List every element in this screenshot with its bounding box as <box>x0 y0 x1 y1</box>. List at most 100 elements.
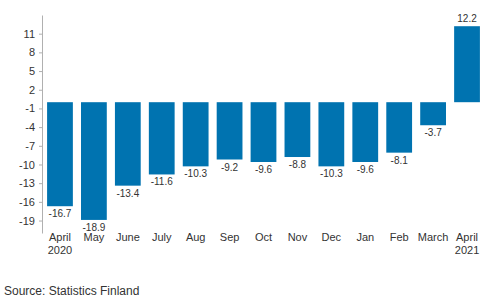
y-tick-label: 8 <box>29 46 35 58</box>
data-label: -9.2 <box>221 162 239 173</box>
y-tick-mark <box>39 202 42 203</box>
x-tick-label-line: April <box>456 231 478 243</box>
x-tick-label-line: Aug <box>186 231 206 243</box>
data-label: -10.3 <box>184 168 207 179</box>
bar <box>115 102 141 185</box>
x-tick: Nov <box>288 231 308 243</box>
y-tick-mark <box>39 127 42 128</box>
x-tick-label-line: Jan <box>356 231 374 243</box>
y-tick-mark <box>39 221 42 222</box>
data-label: -16.7 <box>49 208 72 219</box>
y-tick-label: -4 <box>25 121 35 133</box>
x-tick-label: Aug <box>186 231 206 243</box>
x-tick-label-line: Feb <box>390 231 409 243</box>
y-tick: 11 <box>24 28 42 40</box>
x-tick-label-line: Oct <box>255 231 272 243</box>
y-tick-mark <box>39 34 42 35</box>
x-tick-label: Feb <box>390 231 409 243</box>
bar <box>386 102 412 152</box>
y-tick-label: 2 <box>29 84 35 96</box>
y-tick-label: -19 <box>19 215 35 227</box>
x-tick-label: Sep <box>220 231 240 243</box>
data-label: -18.9 <box>82 222 105 233</box>
x-tick-label-line: 2021 <box>455 244 479 256</box>
x-tick-label: April2020 <box>48 231 72 256</box>
x-tick: July <box>152 231 172 243</box>
x-tick-label: March <box>418 231 449 243</box>
x-tick: March <box>418 231 449 243</box>
source: Source: Statistics Finland <box>4 284 139 298</box>
x-tick-label: Nov <box>288 231 308 243</box>
x-tick: Feb <box>390 231 409 243</box>
data-label: -8.1 <box>391 155 409 166</box>
y-tick-label: -7 <box>25 140 35 152</box>
x-tick: Dec <box>322 231 342 243</box>
y-tick-mark <box>39 71 42 72</box>
x-tick-label-line: Dec <box>322 231 342 243</box>
data-labels: -16.7 -18.9 -13.4 -11.6 -10.3 -9.2 -9.6 -8.8 -10… <box>49 13 478 233</box>
y-tick-label: -13 <box>19 177 35 189</box>
bar <box>251 102 277 162</box>
y-tick: -10 <box>19 159 42 171</box>
bar <box>149 102 175 174</box>
y-tick: -4 <box>25 121 42 133</box>
y-tick-mark <box>39 108 42 109</box>
bar <box>352 102 378 162</box>
x-tick: Oct <box>255 231 272 243</box>
bar <box>81 102 107 220</box>
y-tick-label: 11 <box>24 28 35 40</box>
y-tick: -13 <box>19 177 42 189</box>
y-tick: 5 <box>29 65 42 77</box>
x-tick: Aug <box>186 231 206 243</box>
y-tick-mark <box>39 183 42 184</box>
data-label: -10.3 <box>320 168 343 179</box>
y-tick-label: -16 <box>19 196 35 208</box>
bars <box>47 26 480 220</box>
y-tick: 8 <box>29 46 42 58</box>
chart: -19-16-13-10-7-4-125811April2020MayJuneJ… <box>0 0 493 304</box>
x-tick-label-line: July <box>152 231 172 243</box>
bar <box>454 26 480 102</box>
x-tick: Sep <box>220 231 240 243</box>
y-tick: -7 <box>25 140 42 152</box>
y-axis: -19 -16 -13 -10 -7 -4 -1 2 5 8 11 <box>19 16 42 234</box>
bar <box>285 102 311 157</box>
y-tick: 2 <box>29 84 42 96</box>
y-tick-label: -10 <box>19 159 35 171</box>
x-tick-label: July <box>152 231 172 243</box>
bar <box>420 102 446 125</box>
data-label: -9.6 <box>255 164 273 175</box>
x-tick-label-line: 2020 <box>48 244 72 256</box>
x-tick-label-line: Nov <box>288 231 308 243</box>
y-tick-mark <box>39 52 42 53</box>
y-tick: -19 <box>19 215 42 227</box>
data-label: -13.4 <box>116 188 139 199</box>
x-tick: Jan <box>356 231 374 243</box>
x-tick-label: Jan <box>356 231 374 243</box>
data-label: -9.6 <box>357 164 375 175</box>
data-label: -11.6 <box>151 176 173 187</box>
x-tick-label: Dec <box>322 231 342 243</box>
x-tick-label-line: April <box>49 231 71 243</box>
x-tick-label: April2021 <box>455 231 479 256</box>
x-tick: April2020 <box>48 231 72 256</box>
x-axis: April2020MayJuneJulyAugSepOctNovDecJanFe… <box>43 231 486 256</box>
x-tick: April2021 <box>455 231 479 256</box>
bar <box>183 102 209 166</box>
x-tick-label-line: June <box>116 231 140 243</box>
x-tick-label-line: March <box>418 231 449 243</box>
x-tick: June <box>116 231 140 243</box>
y-tick-label: 5 <box>29 65 35 77</box>
y-tick: -1 <box>25 102 42 114</box>
y-tick-label: -1 <box>25 102 35 114</box>
data-label: -8.8 <box>289 159 307 170</box>
y-tick-mark <box>39 164 42 165</box>
x-tick-label: June <box>116 231 140 243</box>
bar <box>47 102 73 206</box>
bar <box>217 102 243 159</box>
data-label: 12.2 <box>457 13 477 24</box>
bar <box>318 102 344 166</box>
data-label: -3.7 <box>424 127 442 138</box>
y-tick-mark <box>39 90 42 91</box>
y-axis-line <box>42 16 43 234</box>
